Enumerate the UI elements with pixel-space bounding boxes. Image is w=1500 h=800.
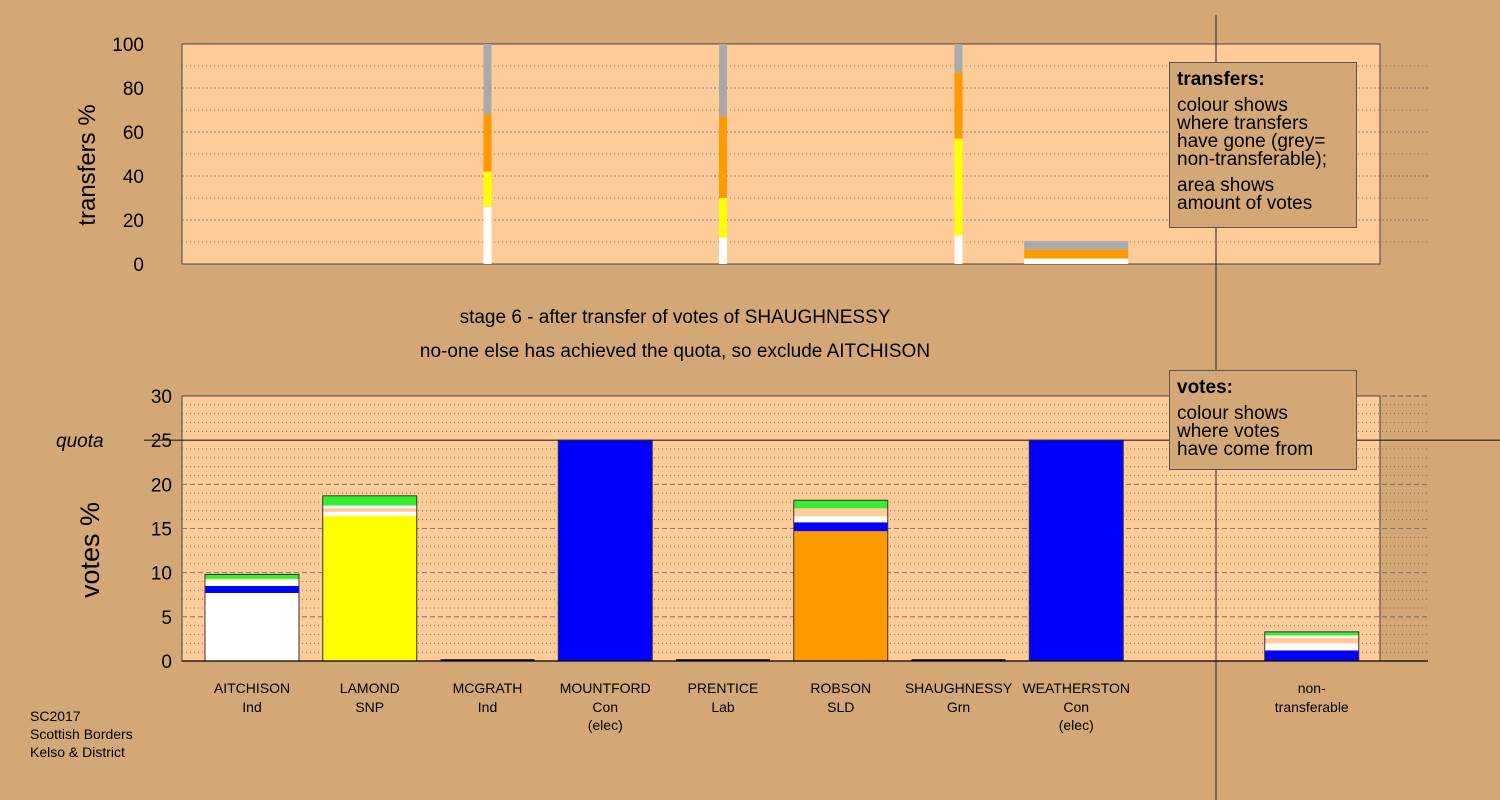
vote-bar-segment (1264, 635, 1359, 639)
vote-bar-segment (205, 585, 299, 593)
votes-legend-text: colour shows (1177, 403, 1288, 424)
vote-bar-segment (205, 581, 299, 586)
votes-y-tick-label: 5 (161, 608, 172, 629)
vote-bar-segment (322, 508, 417, 512)
votes-y-axis-label: votes % (75, 502, 105, 598)
candidate-name-label: WEATHERSTON (1022, 680, 1130, 696)
transfers-legend-text: colour shows (1177, 95, 1288, 116)
transfers-y-axis-label: transfers % (74, 104, 101, 225)
candidate-name-label: ROBSON (810, 680, 871, 696)
candidate-party-label: Lab (711, 699, 735, 715)
stage-title: stage 6 - after transfer of votes of SHA… (460, 307, 891, 328)
vote-bar-segment (793, 516, 888, 523)
votes-y-tick-label: 25 (151, 431, 172, 452)
transfers-legend-text: non-transferable); (1177, 149, 1327, 170)
election-code: SC2017 (30, 708, 81, 724)
votes-legend-text: where votes (1177, 421, 1280, 442)
transfers-y-tick-label: 0 (133, 255, 144, 276)
vote-bar-segment (322, 511, 417, 517)
vote-bar-segment (1029, 440, 1124, 661)
vote-bar-segment (1264, 638, 1359, 644)
candidate-name-label: PRENTICE (688, 680, 759, 696)
transfer-bar-segment (483, 206, 492, 264)
transfer-bar-segment (1024, 249, 1129, 259)
candidate-name-label: AITCHISON (214, 680, 290, 696)
vote-bar-segment (322, 516, 417, 661)
vote-bar-segment (1264, 650, 1359, 661)
vote-bar-segment (205, 592, 299, 661)
votes-y-tick-label: 30 (151, 387, 172, 408)
candidate-party-label: Ind (478, 699, 497, 715)
transfers-y-tick-label: 20 (123, 211, 144, 232)
transfers-legend-title: transfers: (1177, 69, 1265, 90)
council-name: Scottish Borders (30, 726, 133, 742)
votes-y-tick-label: 15 (151, 520, 172, 541)
candidate-party-label: SLD (827, 699, 854, 715)
transfer-bar-segment (719, 198, 727, 238)
vote-bar-segment (558, 440, 653, 661)
transfers-y-tick-label: 60 (123, 123, 144, 144)
ward-name: Kelso & District (30, 744, 125, 760)
transfer-bar-segment (719, 237, 727, 264)
transfers-legend-text: have gone (grey= (1177, 131, 1326, 152)
candidate-labels: AITCHISON Ind LAMOND SNP MCGRATH Ind MOUNTFORD… (214, 680, 1349, 733)
transfers-y-tick-label: 40 (123, 167, 144, 188)
candidate-name-label: MOUNTFORD (560, 680, 651, 696)
stage-subtitle: no-one else has achieved the quota, so e… (420, 341, 930, 362)
votes-legend-text: have come from (1177, 439, 1314, 460)
vote-bar-segment (793, 500, 888, 509)
transfers-legend-text: amount of votes (1177, 193, 1313, 214)
vote-bar-segment (205, 574, 299, 579)
transfers-legend-text: area shows (1177, 175, 1275, 196)
transfer-bar-segment (1024, 258, 1129, 264)
transfers-y-tick-label: 100 (112, 35, 144, 56)
transfer-bar-segment (483, 44, 492, 115)
votes-y-tick-label: 0 (161, 652, 172, 673)
transfer-bar-segment (483, 114, 492, 172)
transfers-legend: transfers: colour shows where transfers … (1169, 62, 1357, 228)
vote-bar-segment (205, 578, 299, 582)
vote-bar-segment (793, 508, 888, 517)
votes-legend-title: votes: (1177, 377, 1233, 398)
votes-legend: votes: colour shows where votes have com… (1169, 370, 1357, 470)
candidate-party-label: Con (592, 699, 618, 715)
vote-bar-segment (322, 495, 417, 506)
transfer-bar-segment (954, 138, 963, 236)
votes-y-tick-label: 20 (151, 475, 172, 496)
transfer-bar-segment (954, 72, 963, 139)
candidate-party-label: Ind (242, 699, 261, 715)
candidate-status-label: (elec) (588, 717, 623, 733)
vote-bar-segment (322, 505, 417, 509)
candidate-party-label: Grn (947, 699, 970, 715)
candidate-name-label: MCGRATH (453, 680, 523, 696)
transfer-bar-segment (719, 44, 727, 117)
transfer-bar-segment (1024, 240, 1129, 250)
vote-bar-segment (1264, 643, 1359, 651)
candidate-name-label: LAMOND (340, 680, 400, 696)
non-transferable-label: transferable (1275, 699, 1349, 715)
candidate-party-label: SNP (355, 699, 384, 715)
vote-bar-segment (793, 522, 888, 532)
votes-y-tick-label: 10 (151, 564, 172, 585)
candidate-status-label: (elec) (1059, 717, 1094, 733)
candidate-party-label: Con (1063, 699, 1089, 715)
transfer-bar-segment (483, 171, 492, 207)
transfers-y-tick-label: 80 (123, 79, 144, 100)
quota-label: quota (56, 431, 104, 452)
transfer-bar-segment (719, 116, 727, 198)
vote-bar-segment (1264, 631, 1359, 636)
candidate-name-label: SHAUGHNESSY (905, 680, 1013, 696)
transfer-bar-segment (954, 235, 963, 264)
vote-bar-segment (793, 531, 888, 661)
election-info: SC2017 Scottish Borders Kelso & District (30, 707, 133, 761)
transfer-bar-segment (954, 44, 963, 73)
transfers-legend-text: where transfers (1177, 113, 1308, 134)
non-transferable-label: non- (1298, 680, 1326, 696)
